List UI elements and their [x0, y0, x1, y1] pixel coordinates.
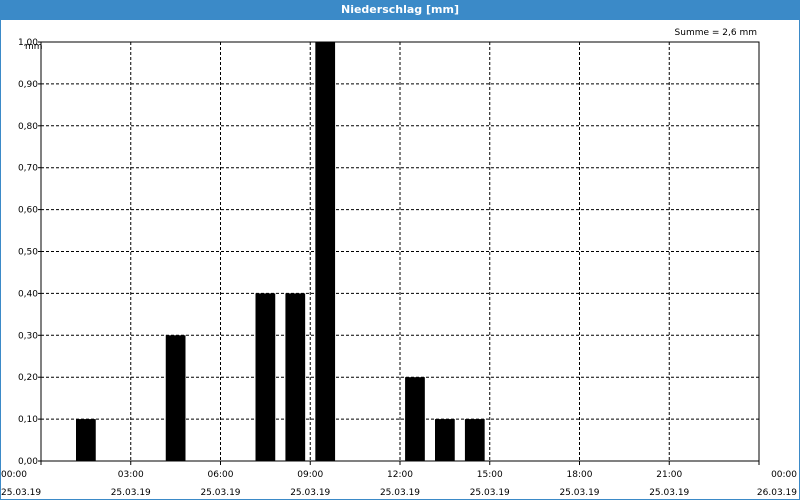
- y-tick-label: 0,50: [18, 248, 38, 258]
- precipitation-bar: [165, 335, 186, 461]
- x-tick-label-time: 21:00: [656, 470, 682, 480]
- chart-title: Niederschlag [mm]: [1, 1, 799, 20]
- precipitation-bar: [435, 419, 455, 461]
- x-tick-label-date: 25.03.19: [111, 488, 151, 498]
- x-tick-label-time: 06:00: [208, 470, 234, 480]
- chart-area: Summe = 2,6 mm mm 0,00 0,10 0,20 0,30 0,40 0,…: [1, 20, 799, 499]
- y-tick-label: 0,10: [18, 415, 38, 425]
- x-tick-label-date: 25.03.19: [290, 488, 330, 498]
- x-tick-label-time: 03:00: [118, 470, 144, 480]
- x-tick-label-time: 00:00: [771, 470, 797, 480]
- x-tick-label-date: 25.03.19: [380, 488, 420, 498]
- x-tick-label-time: 15:00: [477, 470, 503, 480]
- sum-annotation: Summe = 2,6 mm: [675, 28, 757, 38]
- precipitation-bar: [315, 42, 336, 461]
- x-tick-label-date: 26.03.19: [757, 488, 797, 498]
- y-tick-label: 0,90: [18, 80, 38, 90]
- y-tick-label: 0,60: [18, 206, 38, 216]
- precipitation-bar: [285, 293, 306, 461]
- precipitation-chart: Summe = 2,6 mm mm 0,00 0,10 0,20 0,30 0,40 0,…: [1, 28, 797, 498]
- x-tick-label-time: 18:00: [567, 470, 593, 480]
- precipitation-bar: [464, 419, 485, 461]
- precipitation-bar: [255, 293, 276, 461]
- x-tick-label-date: 25.03.19: [470, 488, 510, 498]
- plot-frame: [40, 41, 760, 462]
- y-axis-label: mm: [25, 42, 43, 52]
- y-tick-label: 0,40: [18, 289, 38, 299]
- precipitation-bar: [405, 377, 425, 461]
- x-tick-label-time: 09:00: [297, 470, 323, 480]
- x-tick-label-time: 00:00: [1, 470, 27, 480]
- precipitation-bar: [76, 419, 96, 461]
- y-tick-label: 0,30: [18, 331, 38, 341]
- x-tick-label-date: 25.03.19: [1, 488, 41, 498]
- x-tick-label-date: 25.03.19: [200, 488, 240, 498]
- y-tick-label: 0,80: [18, 122, 38, 132]
- y-tick-label: 0,20: [18, 373, 38, 383]
- x-tick-label-date: 25.03.19: [559, 488, 599, 498]
- x-tick-label-time: 12:00: [387, 470, 413, 480]
- y-tick-label: 1,00: [18, 38, 38, 48]
- x-tick-label-date: 25.03.19: [649, 488, 689, 498]
- y-tick-label: 0,00: [18, 457, 38, 467]
- y-tick-label: 0,70: [18, 164, 38, 174]
